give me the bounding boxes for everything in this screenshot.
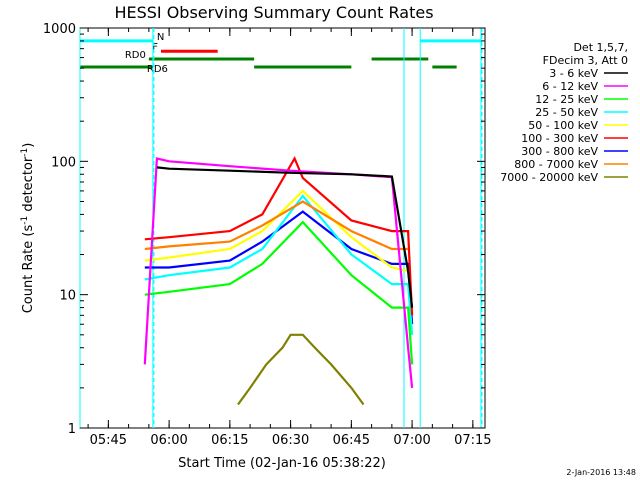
y-axis-label-mid: detector: [21, 156, 36, 216]
y-axis-label-end: ): [21, 143, 36, 148]
y-axis-label: Count Rate (s-1 detector-1): [20, 143, 36, 314]
x-tick-label: 05:45: [90, 433, 127, 448]
axes: 05:45 06:00 06:15 06:30 06:45 07:00 07:15 1 10 10…: [43, 22, 492, 448]
series-line: [143, 157, 414, 389]
legend-entry-label: 25 - 50 keV: [535, 106, 598, 119]
y-axis-label-sup2: -1: [20, 148, 30, 157]
x-axis-label: Start Time (02-Jan-16 05:38:22): [178, 456, 386, 471]
x-tick-label: 07:15: [454, 433, 491, 448]
x-tick-label: 06:15: [211, 433, 248, 448]
legend-header-line: FDecim 3, Att 0: [543, 54, 628, 67]
flag-label: F: [152, 42, 158, 53]
series-line: [144, 156, 414, 316]
legend-entry-label: 50 - 100 keV: [528, 119, 598, 132]
flag-label: N: [157, 32, 164, 43]
flag-label: RD6: [147, 64, 168, 75]
y-tick-label: 10: [59, 289, 76, 304]
series-lines: [143, 156, 414, 406]
flag-label: RD0: [125, 50, 146, 61]
legend-entry-label: 12 - 25 keV: [535, 93, 598, 106]
legend-entry-label: 800 - 7000 keV: [514, 158, 598, 171]
series-line: [144, 220, 414, 365]
legend-header-line: Det 1,5,7,: [573, 41, 628, 54]
y-tick-label: 100: [51, 155, 76, 170]
x-tick-label: 07:00: [393, 433, 430, 448]
legend-entry-label: 3 - 6 keV: [549, 67, 598, 80]
series-line: [144, 210, 414, 325]
legend-entry-label: 7000 - 20000 keV: [500, 171, 598, 184]
y-axis-label-main: Count Rate (s: [21, 225, 36, 314]
y-tick-label: 1: [68, 422, 76, 437]
series-line: [144, 200, 409, 251]
series-line: [144, 189, 409, 273]
chart-title: HESSI Observing Summary Count Rates: [114, 3, 433, 22]
series-line: [156, 166, 414, 308]
legend-entry-label: 300 - 800 keV: [521, 145, 598, 158]
legend-entry-label: 6 - 12 keV: [542, 80, 598, 93]
footer-timestamp: 2-Jan-2016 13:48: [566, 468, 636, 477]
x-tick-label: 06:30: [272, 433, 309, 448]
legend-entry-label: 100 - 300 keV: [521, 132, 598, 145]
y-axis-label-sup1: -1: [20, 216, 30, 225]
x-tick-label: 06:00: [150, 433, 187, 448]
y-tick-label: 1000: [43, 22, 76, 37]
series-line: [237, 333, 365, 406]
x-tick-label: 06:45: [333, 433, 370, 448]
